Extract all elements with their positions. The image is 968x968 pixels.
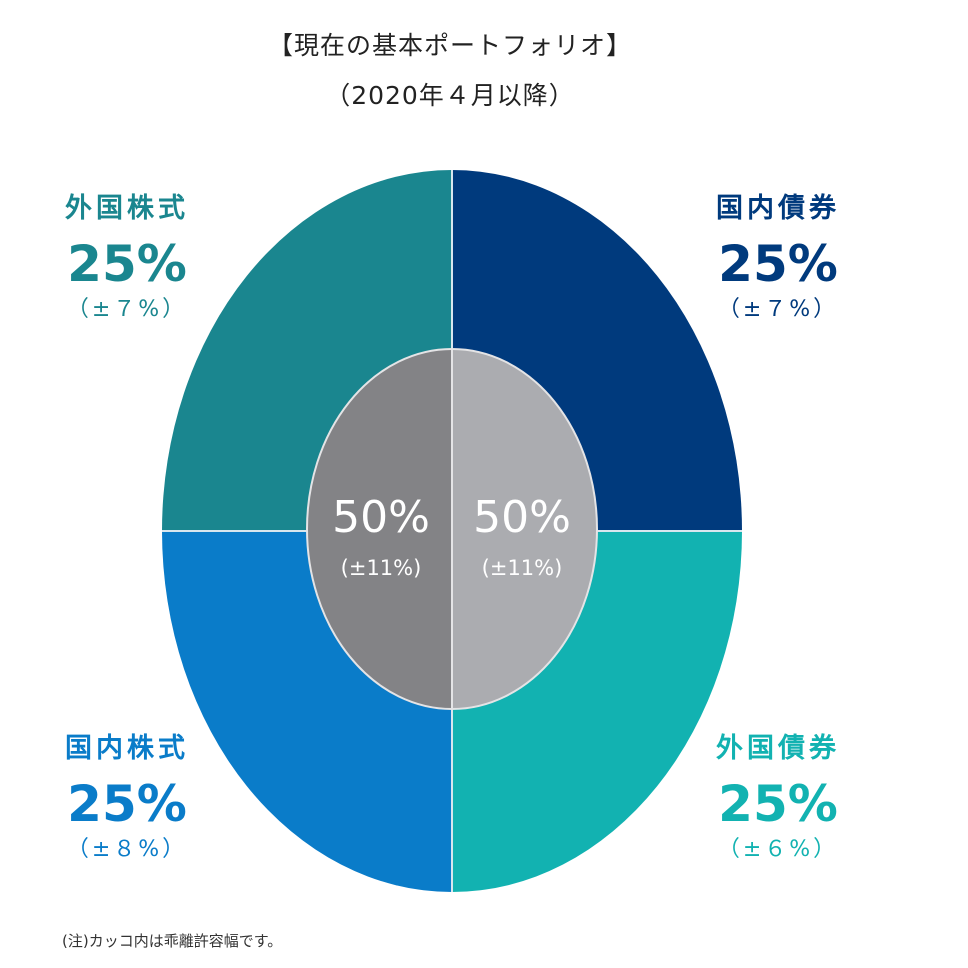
- inner-tolerance: (±11%): [340, 556, 422, 580]
- segment-name: 国内債券: [716, 193, 840, 224]
- inner-slice-equity: [307, 349, 452, 709]
- segment-tolerance: （±７%）: [717, 297, 839, 322]
- inner-label-equity: 50% (±11%): [316, 492, 446, 582]
- segment-tolerance: （±６%）: [717, 837, 839, 862]
- footnote: (注)カッコ内は乖離許容幅です。: [62, 932, 283, 950]
- chart-title: 【現在の基本ポートフォリオ】: [267, 31, 632, 60]
- segment-percent: 25%: [718, 775, 838, 833]
- inner-slice-bonds: [452, 349, 597, 709]
- segment-tolerance: （±８%）: [66, 837, 188, 862]
- inner-percent: 50%: [332, 492, 430, 543]
- segment-name: 国内株式: [65, 733, 189, 764]
- inner-percent: 50%: [473, 492, 571, 543]
- segment-percent: 25%: [718, 235, 838, 293]
- segment-tolerance: （±７%）: [66, 297, 188, 322]
- inner-tolerance: (±11%): [481, 556, 563, 580]
- label-foreign-bonds: 外国債券 25% （±６%）: [678, 732, 878, 864]
- segment-name: 外国株式: [65, 193, 189, 224]
- label-domestic-bonds: 国内債券 25% （±７%）: [678, 192, 878, 324]
- segment-name: 外国債券: [716, 733, 840, 764]
- segment-percent: 25%: [67, 775, 187, 833]
- label-foreign-equity: 外国株式 25% （±７%）: [27, 192, 227, 324]
- segment-percent: 25%: [67, 235, 187, 293]
- inner-label-bonds: 50% (±11%): [457, 492, 587, 582]
- chart-subtitle: （2020年４月以降）: [325, 81, 575, 110]
- label-domestic-equity: 国内株式 25% （±８%）: [27, 732, 227, 864]
